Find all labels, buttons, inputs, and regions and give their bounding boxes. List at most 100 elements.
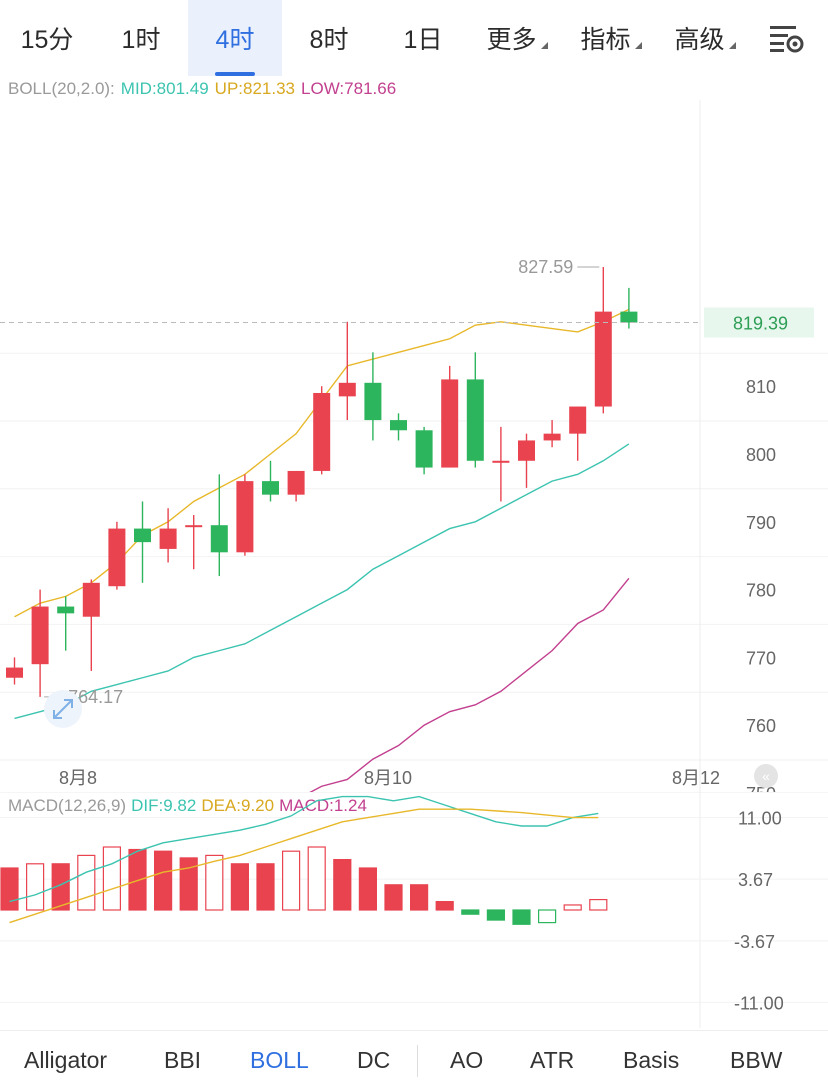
indicator-tab-bbi[interactable]: BBI (164, 1047, 202, 1073)
macd-bar (307, 846, 326, 911)
chart-settings-icon (770, 26, 804, 53)
macd-bar (512, 909, 531, 925)
candle-body (569, 406, 587, 434)
indicator-tab-ao[interactable]: AO (450, 1047, 484, 1073)
interval-tab-bar: 15分 1时 4时 8时 1日 更多 指标 高级 (0, 0, 828, 76)
boll-mid-line (14, 443, 630, 720)
tab-1h[interactable]: 1时 (121, 26, 161, 54)
candle-body (543, 433, 561, 441)
macd-dif-line (9, 795, 599, 903)
indicator-tab-alligator[interactable]: Alligator (24, 1047, 108, 1073)
macd-bar (410, 884, 429, 911)
low-price-marker: 764.17 (68, 687, 123, 707)
macd-bar (563, 904, 582, 911)
candle-body (287, 470, 305, 495)
indicator-tab-dc[interactable]: DC (357, 1047, 391, 1073)
price-axis-label: 770 (746, 648, 776, 668)
dropdown-triangle-icon (728, 41, 736, 49)
candle-body (210, 525, 228, 553)
candle-body (134, 528, 151, 543)
candle-body (594, 311, 612, 407)
indicator-tab-boll[interactable]: BOLL (250, 1047, 309, 1073)
scroll-to-latest-button[interactable]: « (754, 764, 778, 788)
macd-bar (77, 854, 96, 911)
indicator-tab-bar: Alligator BBI BOLL DC AO ATR Basis BBW (0, 1030, 828, 1092)
candle-body (518, 440, 535, 461)
candle-body (390, 420, 407, 431)
indicator-tab-atr[interactable]: ATR (530, 1047, 575, 1073)
candle-body (236, 481, 254, 553)
boll-lower-line (309, 577, 630, 792)
macd-axis-label: 11.00 (738, 809, 782, 829)
tab-8h[interactable]: 8时 (309, 26, 349, 54)
current-price-label: 819.39 (733, 314, 788, 334)
macd-bar (589, 898, 608, 911)
candle-body (492, 460, 510, 463)
candle-body (338, 382, 356, 397)
macd-axis-label: 3.67 (738, 870, 773, 890)
indicator-tab-bbw[interactable]: BBW (730, 1047, 783, 1073)
macd-bar (537, 909, 557, 924)
boll-name: BOLL(20,2.0): (8, 79, 115, 98)
macd-bar (256, 863, 275, 911)
dropdown-triangle-icon (634, 41, 642, 49)
time-axis-label: 8月8 (59, 768, 97, 788)
macd-bar (179, 857, 198, 911)
indicator-tab-basis[interactable]: Basis (623, 1047, 680, 1073)
price-axis-label: 760 (746, 716, 776, 736)
macd-bar (333, 858, 352, 911)
macd-bar (0, 867, 19, 911)
price-axis-label: 750 (746, 784, 776, 792)
price-axis-label: 800 (746, 445, 776, 465)
tab-more[interactable]: 更多 (470, 0, 564, 76)
candle-body (6, 667, 23, 678)
boll-up: UP:821.33 (214, 79, 296, 98)
tab-4h[interactable]: 4时 (188, 0, 282, 76)
macd-dif: DIF:9.82 (131, 796, 197, 815)
macd-bar (282, 850, 301, 911)
candlestick-chart[interactable]: 819.39 827.59 764.17 810 800 790 780 770 760 750… (0, 100, 828, 792)
time-axis-label: 8月12 (672, 768, 720, 788)
candle-body (415, 430, 433, 468)
macd-bar (51, 863, 70, 911)
boll-mid: MID:801.49 (120, 79, 209, 98)
candle-body (159, 528, 177, 549)
tab-15min[interactable]: 15分 (20, 26, 74, 54)
candle-body (31, 606, 49, 665)
candle-body (620, 311, 638, 323)
current-price-bg (704, 307, 814, 338)
macd-bar (435, 900, 454, 911)
macd-bar (205, 854, 224, 911)
candle-body (57, 606, 75, 614)
macd-bar (128, 848, 147, 911)
macd-chart[interactable]: 11.00 3.67 -3.67 -11.00 (0, 792, 828, 1028)
macd-axis-label: -11.00 (734, 993, 784, 1013)
tab-indicators[interactable]: 指标 (564, 0, 658, 76)
macd-bar (486, 909, 505, 921)
macd-bar (461, 909, 480, 915)
tab-1d[interactable]: 1日 (403, 26, 443, 54)
tab-advanced[interactable]: 高级 (658, 0, 752, 76)
candle-body (313, 392, 331, 471)
macd-bar (154, 850, 173, 911)
boll-legend: BOLL(20,2.0): MID:801.49 UP:821.33 LOW:781.… (8, 79, 402, 99)
expand-chart-button[interactable] (44, 690, 82, 728)
candle-body (262, 481, 279, 495)
candle-body (466, 379, 484, 461)
time-axis-label: 8月10 (364, 768, 412, 788)
macd-axis-label: -3.67 (734, 932, 775, 952)
candle-body (441, 379, 459, 468)
macd-bar (102, 846, 122, 911)
chart-settings-button[interactable] (752, 0, 822, 76)
macd-bar (358, 867, 377, 911)
expand-icon (53, 699, 73, 719)
price-axis-label: 810 (746, 377, 776, 397)
macd-bar (230, 863, 249, 911)
macd-dea: DEA:9.20 (201, 796, 275, 815)
macd-dea-line (9, 808, 599, 924)
price-axis-label: 780 (746, 581, 776, 601)
tab-divider (417, 1045, 418, 1077)
price-axis-label: 790 (746, 513, 776, 533)
candle-body (364, 382, 382, 421)
double-chevron-icon: « (762, 768, 770, 784)
